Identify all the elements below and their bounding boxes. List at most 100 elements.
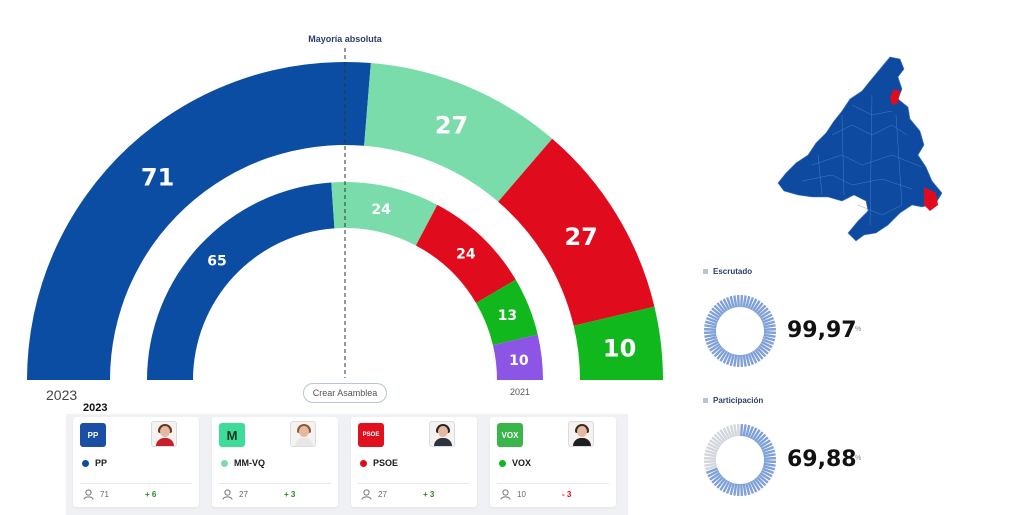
donut-tick	[709, 472, 721, 481]
donut-tick	[745, 424, 751, 438]
donut-tick	[704, 449, 718, 455]
donut-tick	[762, 465, 776, 471]
donut-tick	[703, 456, 717, 460]
turnout-value: 69,88	[787, 447, 857, 472]
donut-tick	[762, 336, 776, 342]
donut-tick	[705, 467, 719, 475]
donut-tick	[722, 351, 731, 364]
donut-tick	[745, 353, 751, 367]
outer-ring-segment	[364, 63, 553, 202]
donut-tick	[716, 477, 726, 489]
donut-tick	[725, 296, 733, 310]
donut-tick	[756, 304, 767, 315]
create-assembly-button[interactable]: Crear Asamblea	[303, 383, 387, 403]
donut-tick	[716, 348, 726, 360]
party-name: PSOE	[360, 458, 398, 468]
turnout-label: Participación	[703, 396, 763, 405]
outer-ring-seat-label: 27	[564, 223, 597, 251]
party-logo: M	[219, 423, 245, 447]
donut-tick	[759, 310, 771, 319]
donut-tick	[762, 449, 776, 455]
donut-tick	[760, 469, 773, 478]
donut-tick	[716, 302, 726, 314]
donut-tick	[763, 453, 776, 458]
donut-tick	[749, 427, 758, 440]
user-icon	[222, 489, 233, 500]
hemicycle-chart: 71 27 27 10 65 24 24 13 10	[27, 48, 663, 381]
seat-count-value: 27	[239, 490, 248, 499]
donut-tick	[749, 298, 758, 311]
map-region-psoe-north	[890, 89, 900, 105]
donut-tick	[740, 483, 744, 497]
party-color-dot	[82, 459, 89, 467]
avatar-body	[434, 438, 452, 446]
donut-tick	[733, 483, 738, 496]
turnout-unit: %	[855, 455, 862, 462]
user-icon	[361, 489, 372, 500]
donut-tick	[763, 456, 777, 460]
donut-tick	[763, 460, 777, 464]
donut-tick	[729, 295, 735, 309]
map-region-psoe-east	[924, 187, 938, 211]
seat-change: - 3	[562, 490, 572, 499]
party-card[interactable]: VOX VOX 10 - 3	[490, 417, 616, 507]
donut-tick	[704, 320, 718, 326]
year-label-2023: 2023	[46, 387, 78, 403]
donut-tick	[759, 439, 771, 448]
donut-tick	[736, 354, 740, 368]
donut-tick	[707, 340, 720, 349]
donut-tick	[754, 348, 764, 360]
donut-tick	[749, 351, 758, 364]
scrutiny-unit: %	[855, 326, 862, 333]
donut-tick	[747, 296, 755, 310]
donut-tick	[709, 343, 721, 352]
donut-tick	[740, 294, 744, 308]
avatar-body	[573, 438, 591, 446]
avatar-body	[156, 438, 174, 446]
user-icon	[500, 489, 511, 500]
avatar-head	[299, 426, 309, 437]
donut-tick	[763, 331, 777, 335]
majority-label: Mayoría absoluta	[308, 34, 382, 44]
inner-ring-seat-label: 24	[371, 202, 391, 218]
user-icon	[83, 489, 94, 500]
scrutiny-donut	[703, 294, 777, 368]
scrutiny-value: 99,97	[787, 318, 857, 343]
candidate-avatar	[568, 421, 594, 447]
donut-tick	[757, 345, 769, 355]
seat-count: 27	[222, 489, 248, 500]
donut-tick	[756, 347, 767, 358]
inner-ring-seat-label: 65	[207, 254, 226, 270]
party-logo: PP	[80, 423, 106, 447]
seat-count: 71	[83, 489, 109, 500]
donut-tick	[707, 313, 720, 322]
donut-tick	[704, 465, 718, 471]
donut-tick	[713, 304, 724, 315]
card-divider	[219, 483, 331, 484]
donut-tick	[745, 295, 751, 309]
scrutiny-label: Escrutado	[703, 267, 752, 276]
donut-tick	[704, 453, 717, 458]
inner-ring-segment	[476, 279, 538, 346]
donut-tick	[722, 480, 731, 493]
party-card[interactable]: M MM-VQ 27 + 3	[212, 417, 338, 507]
donut-tick	[703, 327, 717, 331]
donut-tick	[752, 479, 761, 491]
seat-change: + 3	[284, 490, 296, 499]
seat-count-value: 71	[100, 490, 109, 499]
party-card[interactable]: PP PP 71 + 6	[73, 417, 199, 507]
donut-tick	[722, 427, 731, 440]
outer-ring-seat-label: 27	[435, 111, 468, 139]
donut-tick	[709, 439, 721, 448]
donut-tick	[716, 431, 726, 443]
donut-tick	[736, 294, 740, 308]
donut-tick	[707, 469, 720, 478]
donut-tick	[760, 313, 773, 322]
donut-tick	[760, 340, 773, 349]
donut-tick	[711, 307, 723, 317]
donut-tick	[749, 480, 758, 493]
outer-ring-seat-label: 10	[603, 335, 636, 363]
party-card[interactable]: PSOE PSOE 27 + 3	[351, 417, 477, 507]
outer-ring-seat-label: 71	[141, 163, 174, 191]
donut-tick	[742, 295, 747, 308]
